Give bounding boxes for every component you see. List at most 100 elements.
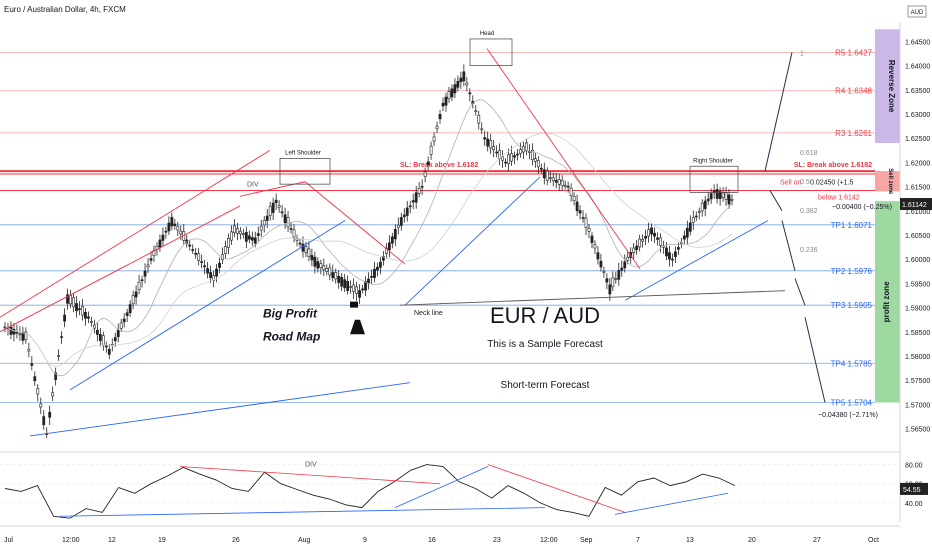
- candle-body: [18, 333, 22, 336]
- candle-body: [331, 272, 335, 278]
- candle-body: [513, 155, 516, 158]
- candle-body: [241, 233, 245, 236]
- candle-body: [358, 290, 361, 298]
- candle-body: [247, 235, 251, 240]
- candle-body: [530, 149, 534, 161]
- candle-body: [456, 80, 460, 88]
- time-tick-label: 23: [493, 537, 501, 544]
- candle-body: [265, 215, 269, 221]
- candle-body: [516, 153, 519, 156]
- candle-body: [60, 336, 64, 338]
- candle-body: [572, 196, 576, 201]
- candle-body: [507, 154, 510, 165]
- rsi-trend-blue-1: [59, 507, 546, 517]
- trendline-blue-4: [624, 220, 769, 301]
- candle-body: [426, 161, 430, 166]
- trendline-red-2: [304, 181, 406, 265]
- candle-body: [668, 252, 671, 260]
- candle-body: [420, 185, 424, 188]
- candle-body: [453, 84, 457, 94]
- time-tick-label: 13: [686, 537, 694, 544]
- rsi-trend-blue-3: [614, 492, 729, 515]
- candle-body: [644, 236, 648, 239]
- candle-body: [361, 288, 364, 291]
- candle-body: [250, 237, 254, 241]
- candle-body: [12, 328, 16, 335]
- price-tick-label: 1.57500: [905, 378, 930, 385]
- price-tick-label: 1.60500: [905, 233, 930, 240]
- time-tick-label: 12:00: [62, 537, 80, 544]
- price-tick-label: 1.59500: [905, 281, 930, 288]
- candle-body: [21, 331, 25, 341]
- candle-body: [411, 200, 415, 203]
- candle-body: [417, 188, 421, 194]
- candle-body: [295, 238, 299, 241]
- candle-body: [9, 326, 13, 335]
- big-profit-text: Big Profit: [263, 306, 318, 320]
- candle-body: [539, 167, 543, 170]
- candle-body: [703, 200, 707, 209]
- candle-body: [709, 193, 713, 200]
- candle-body: [227, 238, 230, 248]
- candle-body: [730, 198, 734, 201]
- candle-body: [682, 235, 686, 240]
- price-tick-label: 1.61500: [905, 185, 930, 192]
- sell-below-label: below 1.6142: [818, 194, 860, 201]
- candle-body: [215, 268, 218, 277]
- candle-body: [700, 202, 704, 212]
- candle-body: [128, 304, 132, 314]
- candle-body: [438, 114, 442, 120]
- candle-body: [706, 198, 710, 202]
- candle-body: [122, 318, 126, 323]
- candle-body: [152, 250, 156, 256]
- neck-line-label: Neck line: [414, 310, 443, 317]
- candle-body: [721, 192, 725, 198]
- candle-body: [63, 314, 66, 322]
- candle-body: [346, 281, 350, 291]
- candle-body: [480, 128, 484, 131]
- price-tick-label: 1.61000: [905, 209, 930, 216]
- time-tick-label: 12: [108, 537, 116, 544]
- candle-body: [164, 230, 168, 233]
- candle-body: [492, 146, 496, 151]
- candle-body: [694, 215, 698, 218]
- candle-body: [33, 376, 37, 382]
- candle-body: [671, 258, 674, 261]
- candle-body: [131, 295, 135, 305]
- candle-body: [510, 153, 513, 162]
- title-main: EUR / AUD: [490, 303, 600, 328]
- time-tick-label: 26: [232, 537, 240, 544]
- candle-body: [209, 272, 212, 278]
- candle-body: [727, 194, 731, 205]
- candle-body: [718, 191, 722, 200]
- candle-body: [626, 256, 630, 261]
- candle-body: [283, 214, 287, 223]
- candle-body: [116, 329, 120, 338]
- candle-body: [364, 281, 367, 291]
- candle-body: [504, 161, 507, 164]
- candle-body: [167, 222, 171, 232]
- candle-body: [384, 247, 388, 255]
- candle-body: [578, 210, 582, 214]
- candle-body: [30, 363, 34, 366]
- candle-body: [179, 230, 183, 235]
- candle-body: [307, 248, 311, 257]
- sl-left-label: SL: Break above 1.6182: [400, 162, 478, 169]
- candle-body: [271, 202, 275, 213]
- trendline-blue-2: [29, 382, 411, 437]
- ma-fast-line: [4, 99, 733, 377]
- currency-label: AUD: [911, 10, 924, 16]
- candle-body: [676, 247, 680, 250]
- candle-body: [84, 311, 87, 319]
- sell-change-label: 0.02450 (+1.5: [810, 180, 854, 187]
- currency-badge: [907, 5, 927, 18]
- candle-body: [36, 388, 40, 395]
- flag-icon: [350, 301, 358, 308]
- candle-body: [101, 335, 105, 346]
- price-tick-label: 1.56500: [905, 427, 930, 434]
- candle-body: [599, 260, 603, 268]
- sell-zone-label: Sell zone: [887, 168, 893, 195]
- rsi-trend-blue-2: [394, 466, 489, 509]
- ma-slow-line: [4, 132, 733, 368]
